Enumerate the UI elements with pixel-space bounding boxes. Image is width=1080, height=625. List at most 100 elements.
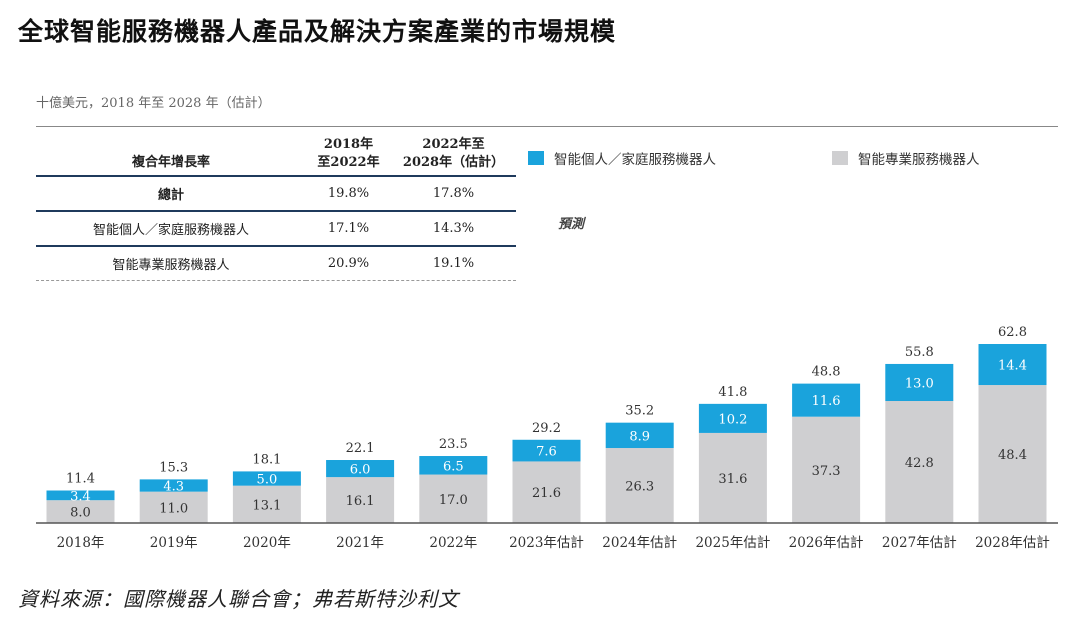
data-label-personal: 4.3 bbox=[163, 480, 184, 495]
cagr-header-col2-line1: 2022年至 bbox=[422, 137, 485, 152]
data-label-personal: 8.9 bbox=[629, 429, 650, 444]
bar-professional bbox=[46, 500, 115, 523]
cagr-row-value-b: 19.1% bbox=[391, 245, 516, 281]
bar-professional bbox=[885, 401, 954, 523]
data-label-personal: 3.4 bbox=[70, 489, 91, 504]
cagr-row-label: 智能專業服務機器人 bbox=[36, 245, 306, 281]
bar-professional bbox=[512, 461, 581, 523]
cagr-table-header: 複合年增長率 2018年 至2022年 2022年至 2028年（估計） bbox=[36, 132, 516, 176]
data-label-professional: 26.3 bbox=[625, 480, 654, 495]
data-label-professional: 16.1 bbox=[346, 494, 375, 509]
data-label-total: 41.8 bbox=[718, 385, 747, 400]
bar-personal bbox=[326, 460, 395, 478]
chart-title: 全球智能服務機器人產品及解決方案產業的市場規模 bbox=[18, 17, 617, 46]
bar-personal bbox=[978, 344, 1047, 386]
data-label-professional: 48.4 bbox=[998, 448, 1027, 463]
cagr-header-col1: 2018年 至2022年 bbox=[306, 132, 391, 176]
cagr-row-value-a: 20.9% bbox=[306, 245, 391, 281]
cagr-row-label: 總計 bbox=[36, 175, 306, 211]
data-label-total: 15.3 bbox=[159, 460, 188, 475]
x-tick-label: 2018年 bbox=[57, 535, 105, 551]
bar-professional bbox=[139, 491, 208, 523]
legend-label-personal: 智能個人／家庭服務機器人 bbox=[554, 152, 716, 168]
cagr-header-label: 複合年增長率 bbox=[131, 155, 210, 170]
bar-personal bbox=[512, 439, 581, 462]
bar-professional bbox=[792, 416, 861, 523]
cagr-row-value-a: 19.8% bbox=[306, 175, 391, 211]
data-label-personal: 6.0 bbox=[350, 463, 371, 478]
x-tick-label: 2020年 bbox=[243, 535, 291, 551]
data-label-total: 62.8 bbox=[998, 325, 1027, 340]
top-divider bbox=[36, 126, 1058, 127]
bar-group: 8.0 3.4 11.4 2018年 11.0 4.3 15.3 2019年 13.1 5.0 18… bbox=[46, 325, 1050, 551]
cagr-header-col1-line2: 至2022年 bbox=[317, 155, 380, 170]
bar-personal bbox=[792, 383, 861, 417]
bar-personal bbox=[698, 403, 767, 433]
data-label-professional: 8.0 bbox=[70, 506, 91, 521]
data-label-personal: 5.0 bbox=[257, 473, 278, 488]
x-tick-label: 2027年估計 bbox=[882, 535, 957, 551]
data-label-total: 48.8 bbox=[812, 365, 841, 380]
cagr-table: 複合年增長率 2018年 至2022年 2022年至 2028年（估計） 總計 … bbox=[36, 132, 516, 281]
legend-item-personal: 智能個人／家庭服務機器人 bbox=[528, 148, 716, 168]
x-tick-label: 2022年 bbox=[429, 535, 477, 551]
cagr-row-professional: 智能專業服務機器人 20.9% 19.1% bbox=[36, 245, 516, 281]
data-label-total: 22.1 bbox=[346, 441, 375, 456]
legend-swatch-personal bbox=[528, 151, 544, 165]
x-tick-label: 2028年估計 bbox=[975, 535, 1050, 551]
data-label-professional: 13.1 bbox=[252, 498, 281, 513]
cagr-header-col2-line2: 2028年（估計） bbox=[402, 155, 505, 170]
data-label-personal: 13.0 bbox=[905, 376, 934, 391]
cagr-row-label: 智能個人／家庭服務機器人 bbox=[36, 210, 306, 246]
bar-professional bbox=[419, 474, 488, 523]
data-label-professional: 21.6 bbox=[532, 486, 561, 501]
legend-label-professional: 智能專業服務機器人 bbox=[858, 152, 980, 168]
bar-personal bbox=[605, 422, 674, 449]
bar-professional bbox=[605, 448, 674, 523]
cagr-header-col1-line1: 2018年 bbox=[323, 137, 374, 152]
x-tick-label: 2023年估計 bbox=[509, 535, 584, 551]
bar-personal bbox=[419, 456, 488, 475]
x-tick-label: 2026年估計 bbox=[789, 535, 864, 551]
x-tick-label: 2025年估計 bbox=[695, 535, 770, 551]
bar-professional bbox=[232, 485, 301, 523]
data-label-professional: 31.6 bbox=[718, 472, 747, 487]
forecast-label: 預測 bbox=[558, 217, 585, 232]
data-label-personal: 7.6 bbox=[536, 445, 557, 460]
data-label-total: 55.8 bbox=[905, 345, 934, 360]
bar-professional bbox=[698, 432, 767, 523]
data-label-total: 11.4 bbox=[66, 472, 95, 487]
data-label-professional: 42.8 bbox=[905, 456, 934, 471]
data-label-personal: 10.2 bbox=[718, 412, 747, 427]
cagr-row-value-b: 14.3% bbox=[391, 210, 516, 246]
data-label-personal: 11.6 bbox=[812, 394, 841, 409]
cagr-row-value-a: 17.1% bbox=[306, 210, 391, 246]
chart-subtitle: 十億美元，2018 年至 2028 年（估計） bbox=[36, 96, 271, 111]
cagr-row-personal: 智能個人／家庭服務機器人 17.1% 14.3% bbox=[36, 210, 516, 246]
legend-item-professional: 智能專業服務機器人 bbox=[832, 148, 980, 168]
cagr-header-col2: 2022年至 2028年（估計） bbox=[391, 132, 516, 176]
bar-personal bbox=[885, 363, 954, 402]
data-label-total: 18.1 bbox=[252, 452, 281, 467]
x-tick-label: 2021年 bbox=[336, 535, 384, 551]
legend-swatch-professional bbox=[832, 151, 848, 165]
x-tick-label: 2024年估計 bbox=[602, 535, 677, 551]
x-tick-label: 2019年 bbox=[150, 535, 198, 551]
bar-personal bbox=[46, 490, 115, 501]
data-label-professional: 17.0 bbox=[439, 493, 468, 508]
bar-professional bbox=[978, 385, 1047, 523]
bar-personal bbox=[232, 471, 301, 486]
data-label-personal: 14.4 bbox=[998, 359, 1027, 374]
data-label-total: 29.2 bbox=[532, 421, 561, 436]
source-note: 資料來源：國際機器人聯合會；弗若斯特沙利文 bbox=[18, 587, 459, 611]
data-label-total: 35.2 bbox=[625, 404, 654, 419]
cagr-row-value-b: 17.8% bbox=[391, 175, 516, 211]
data-label-professional: 37.3 bbox=[812, 464, 841, 479]
data-label-professional: 11.0 bbox=[159, 501, 188, 516]
bar-personal bbox=[139, 479, 208, 492]
bar-professional bbox=[326, 477, 395, 523]
data-label-personal: 6.5 bbox=[443, 459, 464, 474]
data-label-total: 23.5 bbox=[439, 437, 468, 452]
cagr-row-total: 總計 19.8% 17.8% bbox=[36, 175, 516, 211]
